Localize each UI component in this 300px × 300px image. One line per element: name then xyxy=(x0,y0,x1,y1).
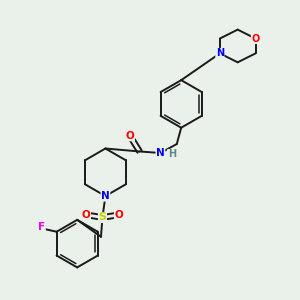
Text: S: S xyxy=(98,212,106,223)
Text: H: H xyxy=(168,149,176,160)
Text: O: O xyxy=(114,210,123,220)
Text: N: N xyxy=(156,148,165,158)
Text: F: F xyxy=(38,222,45,232)
Text: N: N xyxy=(216,48,224,59)
Text: N: N xyxy=(101,191,110,201)
Text: O: O xyxy=(126,131,134,141)
Text: O: O xyxy=(251,34,260,44)
Text: O: O xyxy=(82,210,91,220)
